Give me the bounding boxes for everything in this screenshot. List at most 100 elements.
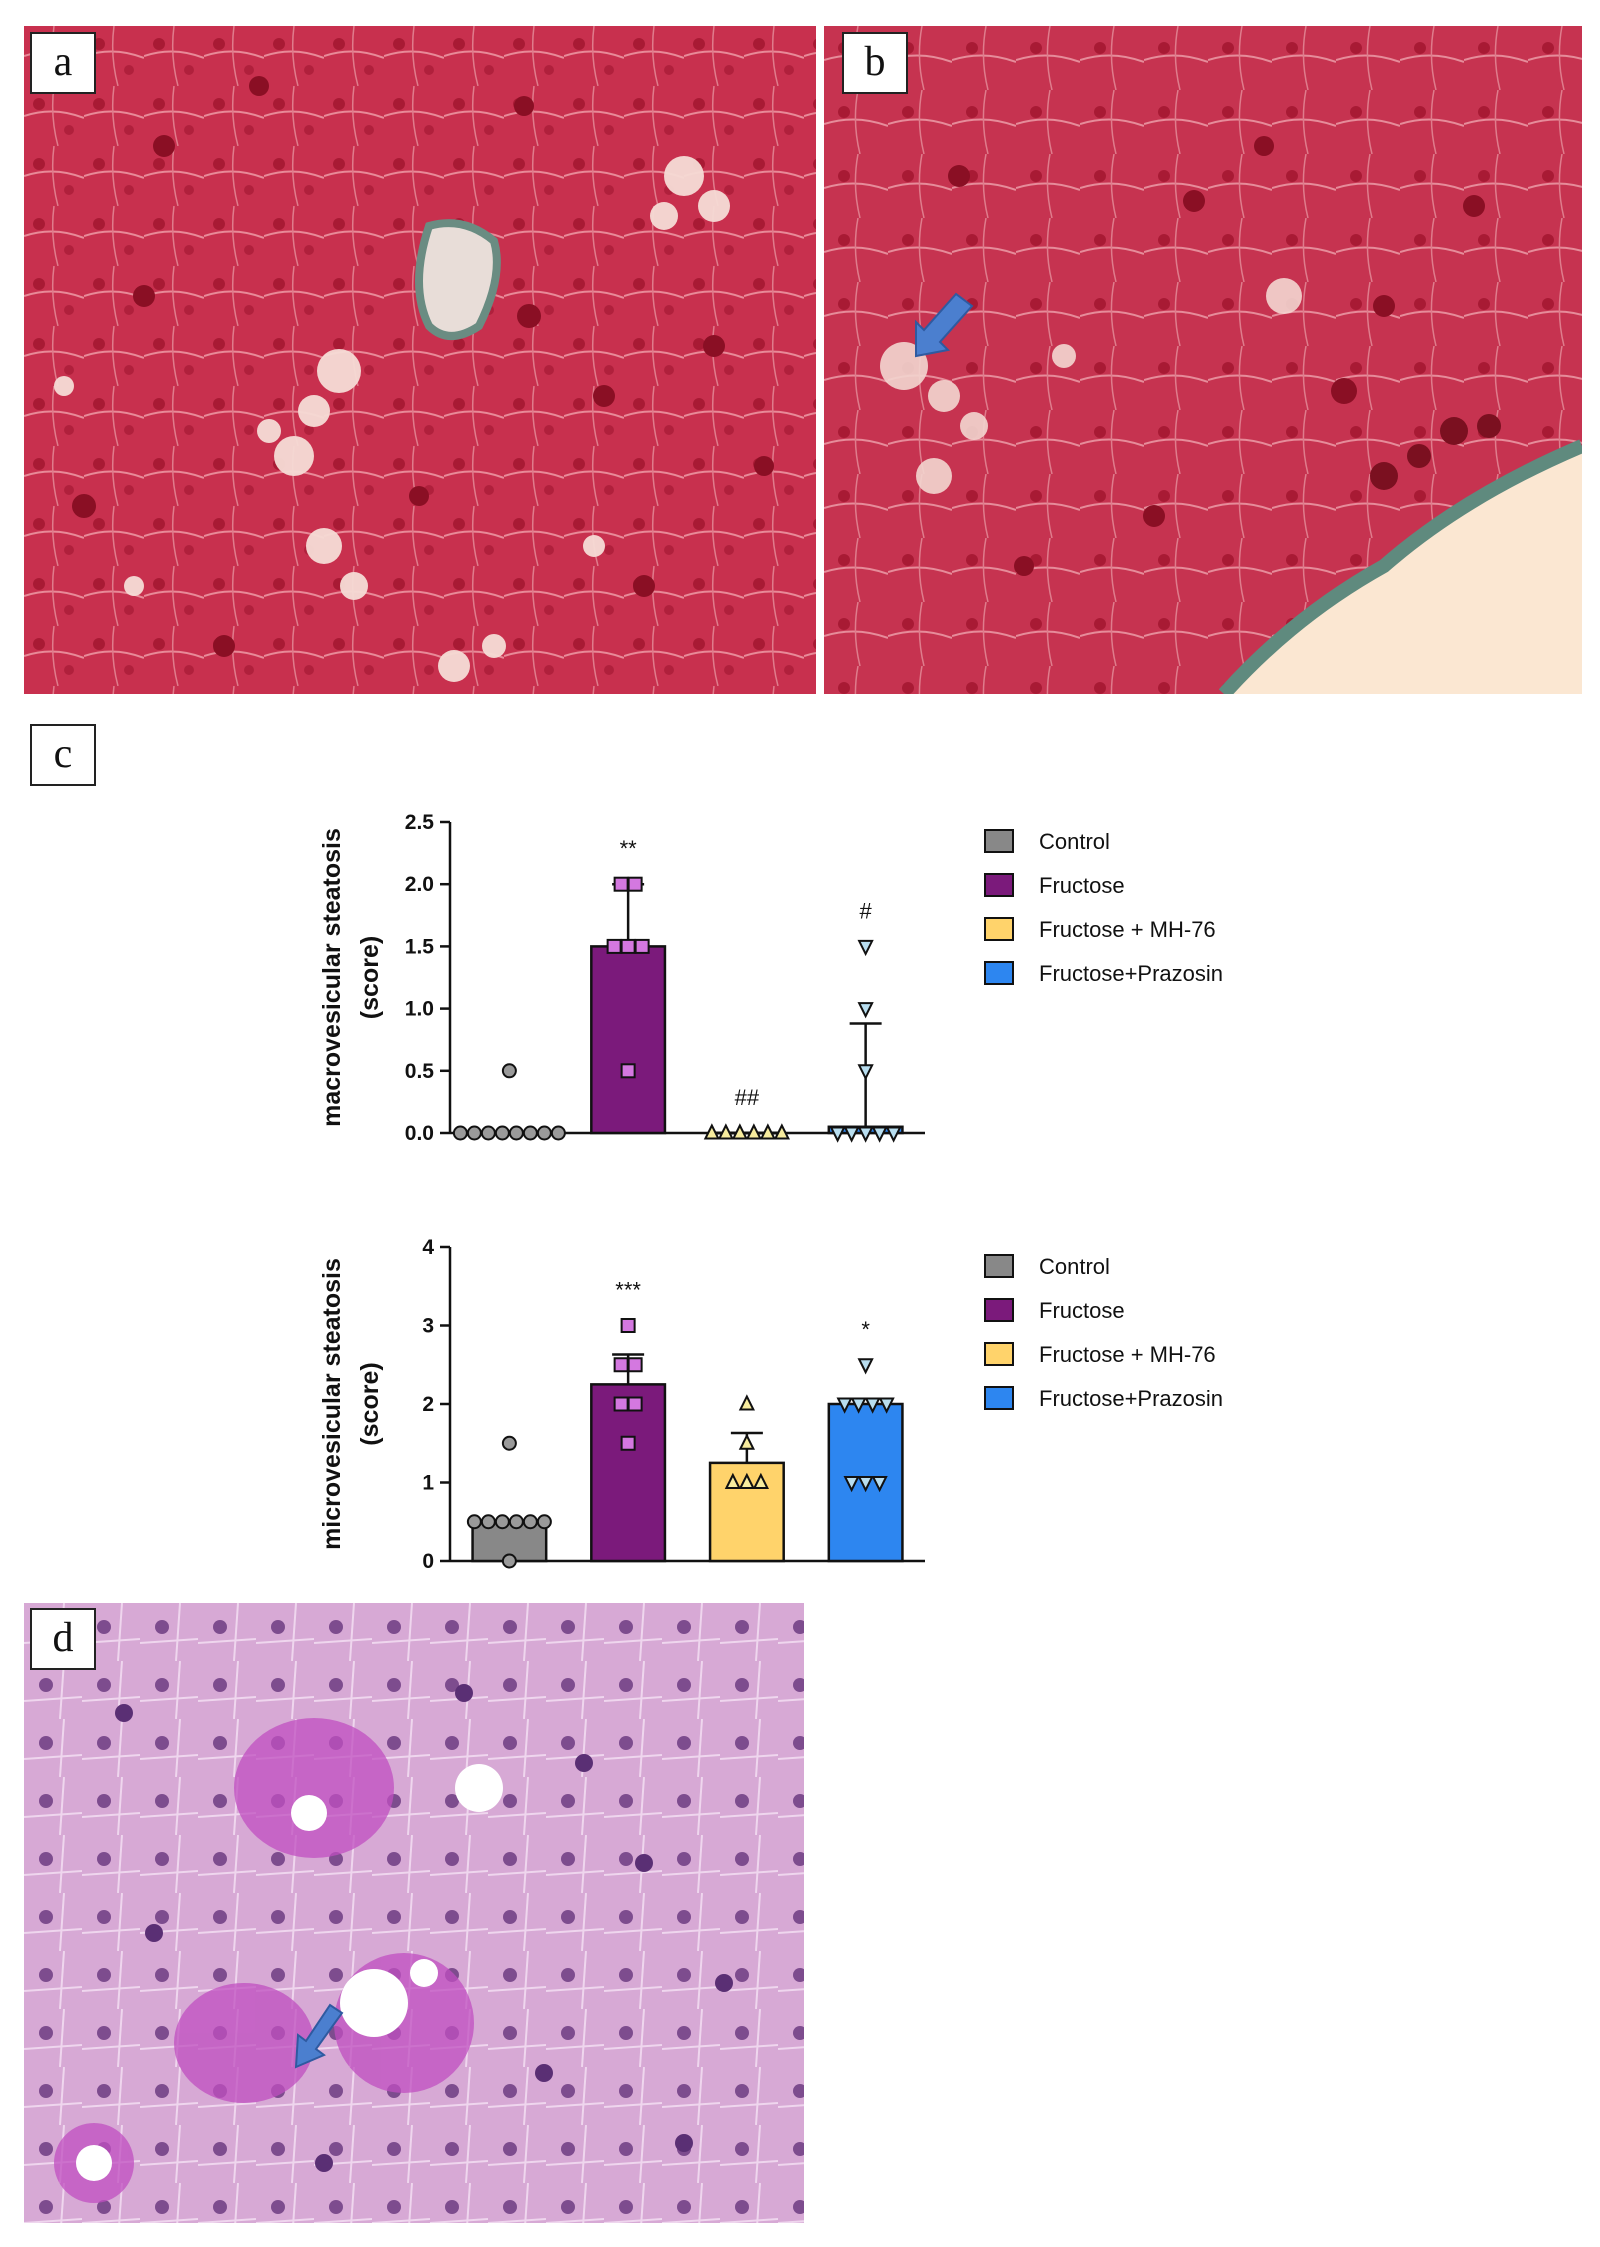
- chart2-data-point: [494, 1514, 510, 1530]
- panel-label-c: c: [30, 724, 96, 786]
- chart2-data-point: [508, 1514, 524, 1530]
- chart1-data-point: [829, 1126, 846, 1143]
- blue-arrow-icon: [915, 292, 974, 358]
- chart1-y-axis-label: (score): [356, 936, 384, 1019]
- chart2-y-tick-label: 0: [422, 1550, 434, 1573]
- histology-image-a: [24, 26, 816, 694]
- chart1-legend-swatch: [984, 829, 1014, 853]
- chart2-legend-label: Fructose: [1039, 1298, 1125, 1323]
- chart2-bar-fructose_mh76: [708, 1461, 785, 1563]
- chart2-data-point: [501, 1553, 517, 1569]
- chart2-data-point: [871, 1476, 888, 1493]
- chart2-data-point: [620, 1435, 636, 1451]
- chart1-data-point: [717, 1123, 734, 1140]
- chart1-bar-fructose: [590, 945, 667, 1135]
- chart2-data-point: [724, 1472, 741, 1489]
- chart1-data-point: [522, 1125, 538, 1141]
- chart2-bar-control: [471, 1520, 548, 1563]
- chart2-data-point: [857, 1358, 874, 1375]
- chart2-data-point: [864, 1397, 881, 1414]
- chart1-data-point: [857, 939, 874, 957]
- chart2-data-point: [522, 1514, 538, 1530]
- chart2-bar-fructose: [590, 1383, 667, 1563]
- panel-label-a: a: [30, 32, 96, 94]
- chart2-data-point: [627, 1396, 643, 1412]
- chart1-y-tick-label: 1.5: [405, 935, 435, 958]
- chart2-y-axis-label: (score): [356, 1362, 384, 1445]
- chart1-y-tick-label: 1.0: [405, 998, 434, 1021]
- histology-image-b: [824, 26, 1582, 694]
- chart2-legend-label: Fructose + MH-76: [1039, 1342, 1216, 1367]
- chart1-significance-label: ##: [735, 1085, 760, 1110]
- chart2-data-point: [480, 1514, 496, 1530]
- chart2-data-point: [738, 1394, 755, 1411]
- histology-b-graphic: [824, 26, 1582, 694]
- chart2-data-point: [738, 1433, 755, 1450]
- chart2-legend-swatch: [984, 1386, 1014, 1410]
- chart1-data-point: [703, 1123, 720, 1140]
- chart1-data-point: [634, 938, 650, 954]
- chart1-data-point: [501, 1063, 517, 1079]
- chart1-data-point: [871, 1126, 888, 1143]
- chart1-data-point: [857, 1126, 874, 1143]
- chart1-data-point: [606, 938, 622, 954]
- chart2-bar-fructose_prazosin: [827, 1402, 904, 1563]
- chart1-legend-label: Fructose + MH-76: [1039, 917, 1216, 942]
- chart2-legend-label: Control: [1039, 1254, 1110, 1279]
- chart2-legend-swatch: [984, 1298, 1014, 1322]
- chart1-bar-fructose_prazosin: [827, 1125, 904, 1135]
- chart1-data-point: [550, 1125, 566, 1141]
- histology-a-graphic: [24, 26, 816, 694]
- chart1-legend-label: Control: [1039, 829, 1110, 854]
- histology-d-graphic: [24, 1603, 804, 2223]
- chart2-data-point: [850, 1397, 867, 1414]
- chart1-data-point: [857, 1064, 874, 1081]
- chart1-data-point: [731, 1123, 748, 1140]
- chart2-data-point: [613, 1396, 629, 1412]
- chart2-y-tick-label: 2: [422, 1393, 434, 1416]
- chart1-data-point: [843, 1126, 860, 1143]
- chart1-y-tick-label: 0.0: [405, 1122, 434, 1145]
- chart2-data-point: [536, 1514, 552, 1530]
- chart2-data-point: [843, 1476, 860, 1493]
- blue-arrow-icon: [294, 2003, 344, 2069]
- chart1-data-point: [620, 1063, 636, 1079]
- chart2-significance-label: *: [861, 1317, 870, 1342]
- chart1-data-point: [773, 1123, 790, 1140]
- chart1-y-tick-label: 2.0: [405, 873, 434, 896]
- chart1-y-tick-label: 0.5: [405, 1060, 435, 1083]
- chart1-data-point: [857, 1002, 874, 1019]
- chart2-data-point: [627, 1357, 643, 1373]
- chart1-significance-label: **: [620, 836, 638, 861]
- chart1-data-point: [759, 1123, 776, 1140]
- chart2-legend-label: Fructose+Prazosin: [1039, 1386, 1223, 1411]
- chart1-data-point: [466, 1125, 482, 1141]
- chart2-y-tick-label: 3: [422, 1315, 434, 1338]
- chart1-data-point: [745, 1123, 762, 1140]
- chart2-data-point: [466, 1514, 482, 1530]
- chart1-data-point: [536, 1125, 552, 1141]
- chart1-legend-swatch: [984, 873, 1014, 897]
- chart1-legend-label: Fructose+Prazosin: [1039, 961, 1223, 986]
- chart1-data-point: [613, 876, 629, 892]
- chart1-legend-swatch: [984, 917, 1014, 941]
- chart2-data-point: [620, 1318, 636, 1333]
- chart1-data-point: [885, 1126, 902, 1143]
- chart2-data-point: [752, 1472, 769, 1489]
- chart1-data-point: [508, 1125, 524, 1141]
- histology-image-d: [24, 1603, 804, 2223]
- chart2-y-tick-label: 1: [422, 1472, 434, 1495]
- chart2-significance-label: ***: [615, 1278, 641, 1303]
- chart1-data-point: [620, 938, 636, 954]
- chart2-data-point: [613, 1357, 629, 1373]
- panel-label-d: d: [30, 1608, 96, 1670]
- chart1-legend-swatch: [984, 961, 1014, 985]
- chart2-legend-swatch: [984, 1342, 1014, 1366]
- chart2-data-point: [738, 1472, 755, 1489]
- chart2-data-point: [836, 1397, 853, 1414]
- chart1-significance-label: #: [860, 898, 873, 923]
- panel-label-b: b: [842, 32, 908, 94]
- chart2-data-point: [878, 1397, 895, 1414]
- chart2-y-axis-label: microvesicular steatosis: [318, 1258, 346, 1550]
- chart2-legend-swatch: [984, 1254, 1014, 1278]
